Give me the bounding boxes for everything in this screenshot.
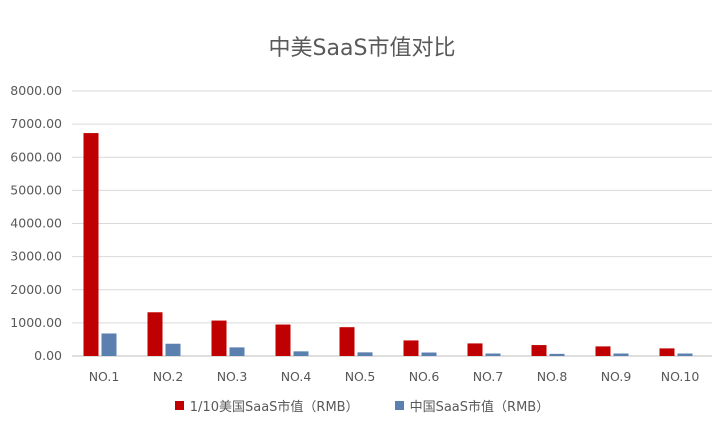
x-tick-label: NO.6 (409, 369, 440, 384)
legend: 1/10美国SaaS市值（RMB） 中国SaaS市值（RMB） (0, 396, 724, 415)
x-tick-label: NO.4 (281, 369, 312, 384)
bar-us (531, 345, 547, 356)
legend-label-cn: 中国SaaS市值（RMB） (409, 400, 550, 415)
y-tick-label: 6000.00 (10, 149, 62, 164)
bar-cn (485, 353, 501, 356)
y-tick-label: 8000.00 (10, 83, 62, 98)
y-tick-label: 4000.00 (10, 216, 62, 231)
y-tick-label: 5000.00 (10, 182, 62, 197)
bar-us (147, 312, 163, 356)
bar-us (659, 348, 675, 356)
bar-cn (677, 353, 693, 356)
x-tick-label: NO.8 (537, 369, 568, 384)
bar-us (211, 320, 227, 356)
bars (83, 133, 693, 356)
bar-us (595, 346, 611, 356)
x-tick-label: NO.1 (89, 369, 120, 384)
legend-label-us: 1/10美国SaaS市值（RMB） (189, 400, 359, 415)
y-tick-label: 0.00 (34, 348, 62, 363)
x-tick-label: NO.2 (153, 369, 184, 384)
x-tick-label: NO.5 (345, 369, 376, 384)
legend-item-cn: 中国SaaS市值（RMB） (394, 396, 550, 415)
y-tick-label: 2000.00 (10, 282, 62, 297)
bar-cn (101, 333, 117, 356)
legend-item-us: 1/10美国SaaS市值（RMB） (174, 396, 359, 415)
bar-cn (293, 351, 309, 356)
bar-us (467, 343, 483, 356)
gridlines (72, 90, 712, 357)
x-tick-label: NO.7 (473, 369, 504, 384)
chart-title: 中美SaaS市值对比 (268, 36, 456, 61)
bar-cn (549, 353, 565, 356)
bar-cn (421, 352, 437, 356)
bar-us (83, 133, 99, 356)
y-tick-label: 7000.00 (10, 116, 62, 131)
legend-swatch-us (174, 401, 184, 410)
y-axis-tick-labels: 0.00 1000.00 2000.00 3000.00 4000.00 5000.00 6… (10, 83, 62, 363)
bar-us (339, 327, 355, 356)
bar-cn (613, 353, 629, 356)
x-tick-label: NO.3 (217, 369, 248, 384)
legend-swatch-cn (394, 401, 404, 410)
y-tick-label: 1000.00 (10, 315, 62, 330)
bar-cn (357, 352, 373, 356)
x-tick-label: NO.10 (661, 369, 700, 384)
bar-cn (229, 347, 245, 356)
bar-us (275, 324, 291, 356)
y-tick-label: 3000.00 (10, 249, 62, 264)
bar-us (403, 340, 419, 356)
bar-cn (165, 343, 181, 356)
x-tick-label: NO.9 (601, 369, 632, 384)
x-axis-tick-labels: NO.1 NO.2 NO.3 NO.4 NO.5 NO.6 NO.7 NO.8 NO.9 NO.1… (89, 369, 700, 384)
